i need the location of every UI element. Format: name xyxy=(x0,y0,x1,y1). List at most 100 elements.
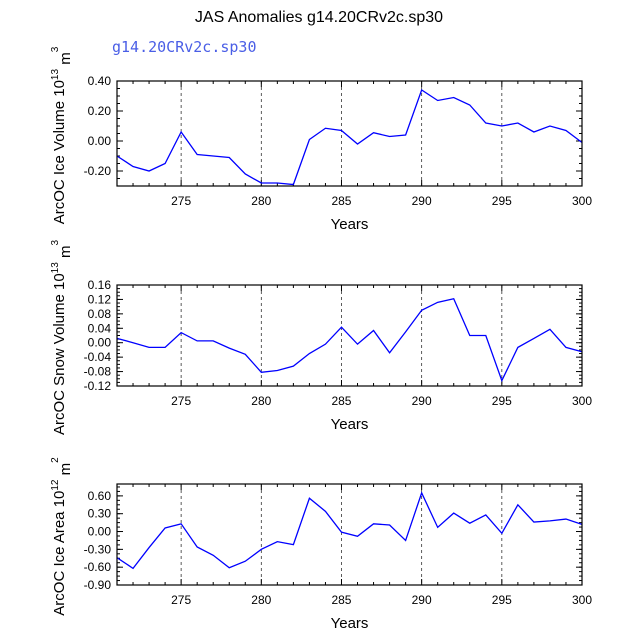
x-axis-title: Years xyxy=(331,615,369,632)
y-axis-title-part: 3 xyxy=(50,240,61,246)
y-tick-label: -0.20 xyxy=(84,164,112,178)
x-tick-label: 285 xyxy=(331,194,351,208)
data-point xyxy=(565,518,567,520)
data-point xyxy=(404,134,406,136)
data-point xyxy=(501,379,503,381)
data-point xyxy=(196,153,198,155)
data-point xyxy=(420,89,422,91)
data-point xyxy=(228,156,230,158)
data-point xyxy=(180,331,182,333)
y-axis-title-part: 13 xyxy=(50,69,61,81)
data-point xyxy=(469,334,471,336)
data-point xyxy=(180,523,182,525)
data-point xyxy=(196,546,198,548)
y-axis-title: ArcOC Ice Area 1012 m2 xyxy=(50,457,74,616)
data-point xyxy=(485,122,487,124)
data-point xyxy=(485,514,487,516)
data-point xyxy=(372,329,374,331)
data-point xyxy=(212,155,214,157)
data-point xyxy=(164,346,166,348)
data-point xyxy=(180,131,182,133)
data-point xyxy=(340,326,342,328)
y-tick-label: -0.60 xyxy=(84,560,112,574)
data-point xyxy=(276,540,278,542)
y-tick-label: -0.90 xyxy=(84,578,112,592)
y-axis-title-part: 2 xyxy=(50,457,61,463)
data-point xyxy=(420,492,422,494)
data-point xyxy=(276,182,278,184)
data-point xyxy=(453,96,455,98)
x-tick-label: 300 xyxy=(572,194,592,208)
data-point xyxy=(388,135,390,137)
y-tick-label: -0.12 xyxy=(84,379,112,393)
data-point xyxy=(356,535,358,537)
y-tick-label: 0.40 xyxy=(88,74,112,88)
data-point xyxy=(212,554,214,556)
x-tick-label: 275 xyxy=(171,593,191,607)
data-point xyxy=(244,353,246,355)
data-point xyxy=(148,170,150,172)
x-tick-label: 300 xyxy=(572,593,592,607)
x-axis-title: Years xyxy=(331,416,369,433)
plot-frame xyxy=(116,80,583,187)
data-point xyxy=(469,104,471,106)
data-point xyxy=(372,132,374,134)
plot-frame xyxy=(116,284,583,387)
data-point xyxy=(260,182,262,184)
data-point xyxy=(549,520,551,522)
data-point xyxy=(404,539,406,541)
data-point xyxy=(292,365,294,367)
data-point xyxy=(340,531,342,533)
x-tick-label: 280 xyxy=(251,593,271,607)
data-point xyxy=(260,371,262,373)
data-point xyxy=(212,340,214,342)
data-point xyxy=(308,138,310,140)
data-point xyxy=(453,298,455,300)
data-point xyxy=(420,309,422,311)
x-tick-label: 300 xyxy=(572,394,592,408)
x-tick-label: 285 xyxy=(331,394,351,408)
data-point xyxy=(453,512,455,514)
y-axis-title-part: ArcOC Snow Volume 10 xyxy=(51,273,68,435)
data-point xyxy=(164,527,166,529)
data-point xyxy=(533,337,535,339)
data-point xyxy=(565,346,567,348)
data-point xyxy=(533,521,535,523)
series-line xyxy=(116,297,583,383)
y-axis-title: ArcOC Ice Volume 1013 m3 xyxy=(50,46,74,224)
data-point xyxy=(549,328,551,330)
x-tick-label: 275 xyxy=(171,394,191,408)
data-point xyxy=(517,504,519,506)
y-axis-title-part: ArcOC Ice Area 10 xyxy=(51,491,68,616)
data-point xyxy=(533,131,535,133)
data-point xyxy=(244,173,246,175)
data-point xyxy=(436,99,438,101)
data-point xyxy=(308,497,310,499)
data-point xyxy=(388,352,390,354)
y-tick-label: 0.04 xyxy=(88,321,112,335)
data-point xyxy=(549,125,551,127)
data-point xyxy=(228,347,230,349)
data-point xyxy=(436,301,438,303)
data-point xyxy=(132,165,134,167)
data-point xyxy=(260,548,262,550)
x-tick-label: 295 xyxy=(492,593,512,607)
y-tick-label: -0.04 xyxy=(84,350,112,364)
y-tick-label: 0.20 xyxy=(88,104,112,118)
chart-panel-3: -0.90 -0.60 -0.30 0.00 0.30 0.60 275 280 285 290 2… xyxy=(50,457,592,632)
y-tick-label: 0.08 xyxy=(88,307,112,321)
chart-title: JAS Anomalies g14.20CRv2c.sp30 xyxy=(194,9,444,26)
y-axis-title-part: m xyxy=(57,463,74,480)
x-tick-label: 285 xyxy=(331,593,351,607)
y-axis-title-part: m xyxy=(57,246,74,263)
series-line xyxy=(116,89,583,186)
data-point xyxy=(132,342,134,344)
data-point xyxy=(244,560,246,562)
y-tick-label: 0.60 xyxy=(88,489,112,503)
y-axis-title: ArcOC Snow Volume 1013 m3 xyxy=(50,240,74,436)
data-point xyxy=(228,567,230,569)
data-point xyxy=(308,352,310,354)
data-point xyxy=(517,122,519,124)
data-point xyxy=(372,523,374,525)
